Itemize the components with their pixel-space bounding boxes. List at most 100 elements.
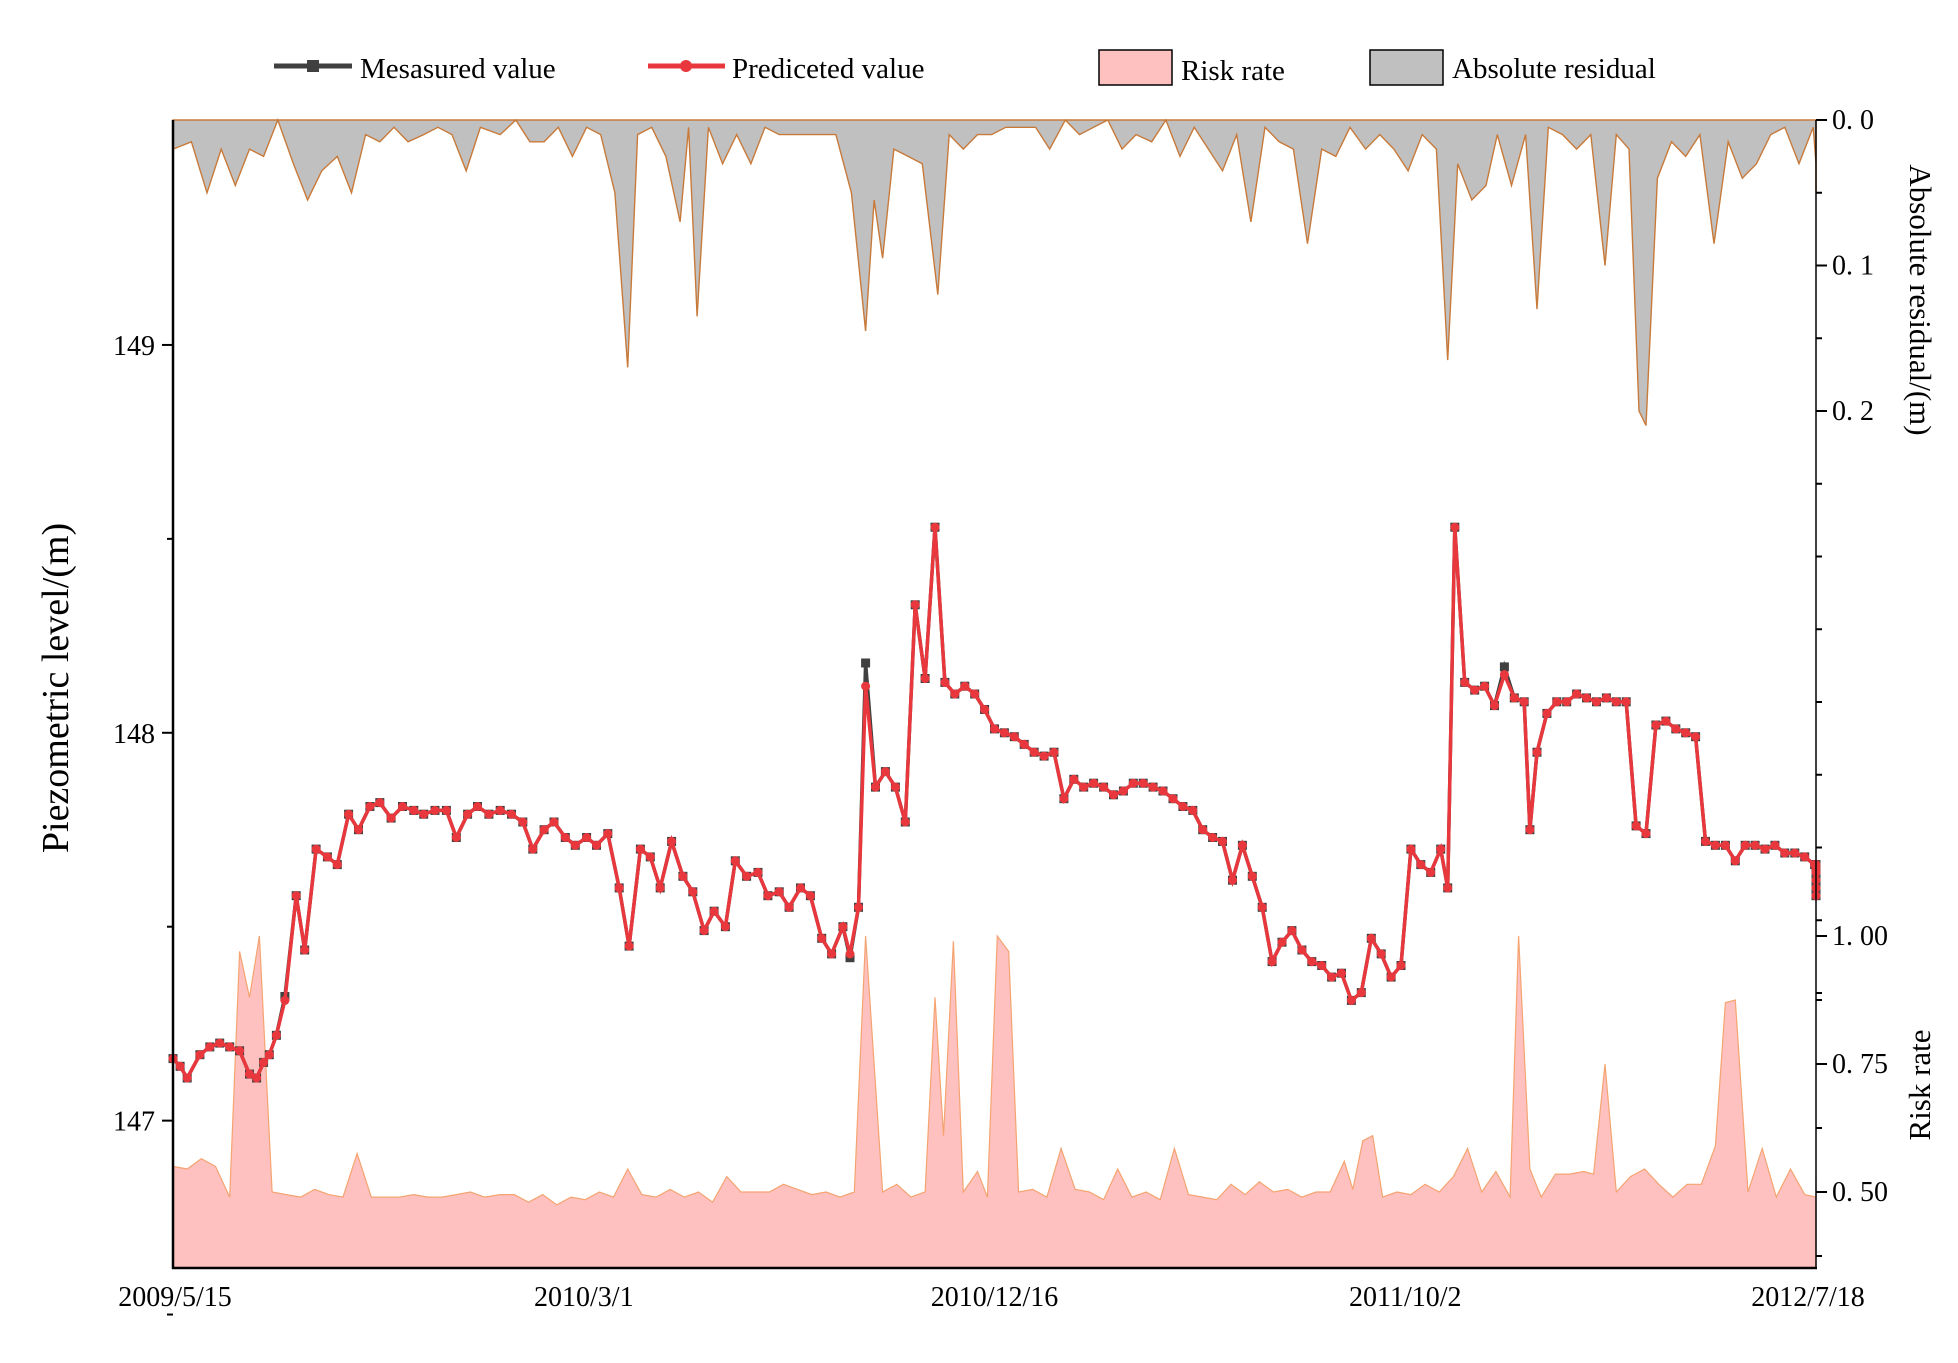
predicted-value-point xyxy=(484,809,494,819)
predicted-value-point xyxy=(430,805,440,815)
predicted-value-point xyxy=(365,802,375,811)
predicted-value-point xyxy=(709,906,719,916)
predicted-value-point xyxy=(1287,926,1297,936)
predicted-value-markers xyxy=(168,522,1821,1083)
predicted-value-point xyxy=(1671,724,1681,734)
predicted-value-point xyxy=(699,926,709,936)
predicted-value-point xyxy=(235,1046,245,1056)
legend-risk-swatch-icon xyxy=(1098,49,1173,86)
predicted-value-point xyxy=(451,833,461,842)
residual-tick-label: 0. 0 xyxy=(1832,105,1874,136)
predicted-value-point xyxy=(999,728,1009,738)
predicted-value-point xyxy=(990,724,999,734)
predicted-value-point xyxy=(1386,972,1396,982)
predicted-value-point xyxy=(1396,961,1406,970)
predicted-value-point xyxy=(1138,778,1148,788)
predicted-value-point xyxy=(1039,751,1049,761)
legend-item-residual: Absolute residual xyxy=(1369,49,1656,86)
predicted-value-point xyxy=(1019,739,1029,749)
x-tick-labels: 2009/5/15 2010/3/1 2010/12/16 2011/10/2 … xyxy=(118,1282,1865,1313)
predicted-value-point xyxy=(271,1030,281,1040)
predicted-value-point xyxy=(730,856,740,866)
legend-label: Risk rate xyxy=(1181,55,1285,87)
predicted-value-point xyxy=(463,809,473,819)
predicted-value-point xyxy=(1426,867,1436,877)
predicted-value-point xyxy=(1168,794,1178,804)
predicted-value-point xyxy=(1307,957,1317,967)
predicted-value-point xyxy=(375,798,385,808)
predicted-value-point xyxy=(1641,829,1651,839)
predicted-value-point xyxy=(1730,856,1740,866)
predicted-value-point xyxy=(1257,902,1267,912)
predicted-value-point xyxy=(264,1050,274,1060)
legend-label: Prediceted value xyxy=(732,53,924,85)
predicted-value-point xyxy=(1519,697,1529,707)
predicted-value-point xyxy=(1780,848,1790,858)
predicted-value-point xyxy=(1460,677,1470,687)
predicted-value-point xyxy=(871,782,880,792)
predicted-value-point xyxy=(845,949,855,959)
predicted-value-point xyxy=(1532,747,1542,757)
predicted-value-point xyxy=(1790,848,1800,858)
legend: Mesasured value Prediceted value Risk ra… xyxy=(274,49,1656,87)
axis-ticks xyxy=(162,119,1827,1316)
predicted-value-point xyxy=(667,836,677,846)
predicted-value-point xyxy=(409,805,419,815)
x-tick-label: 2009/5/15 xyxy=(118,1282,232,1313)
predicted-value-point xyxy=(344,809,354,819)
x-tick-label: 2011/10/2 xyxy=(1349,1282,1462,1313)
predicted-value-point xyxy=(817,933,827,943)
y-left-axis-label: Piezometric level/(m) xyxy=(35,523,77,853)
legend-label: Mesasured value xyxy=(360,53,556,85)
risk-rate-area xyxy=(172,934,1817,1269)
predicted-value-point xyxy=(1490,701,1499,711)
predicted-value-point xyxy=(688,887,698,897)
predicted-value-point xyxy=(1118,786,1128,796)
measured-value-point xyxy=(861,658,871,668)
predicted-value-point xyxy=(910,600,920,610)
predicted-value-point xyxy=(1631,821,1641,831)
predicted-value-point xyxy=(195,1050,205,1060)
x-tick-label: 2010/3/1 xyxy=(534,1282,634,1313)
predicted-value-point xyxy=(1542,708,1552,718)
predicted-value-point xyxy=(1297,945,1307,955)
predicted-value-line xyxy=(171,527,1818,1082)
predicted-value-point xyxy=(1267,957,1277,967)
predicted-value-point xyxy=(614,883,624,893)
predicted-value-point xyxy=(1443,883,1453,893)
predicted-value-point xyxy=(245,1069,254,1079)
predicted-value-point xyxy=(930,522,940,532)
predicted-value-point xyxy=(1525,825,1535,835)
predicted-value-point xyxy=(1601,693,1611,703)
predicted-value-point xyxy=(900,817,910,827)
residual-tick-label: 0. 1 xyxy=(1832,251,1874,282)
predicted-value-point xyxy=(473,802,482,811)
legend-item-risk: Risk rate xyxy=(1098,49,1285,87)
y-right-residual-tick-labels: 0. 0 0. 1 0. 2 xyxy=(1832,105,1874,427)
predicted-value-point xyxy=(1621,697,1631,707)
predicted-value-point xyxy=(300,945,310,955)
predicted-value-point xyxy=(291,891,301,901)
predicted-value-point xyxy=(1346,995,1356,1005)
predicted-value-point xyxy=(1069,774,1079,784)
predicted-value-point xyxy=(1208,833,1218,842)
predicted-value-point xyxy=(592,840,601,850)
predicted-value-point xyxy=(890,782,900,792)
predicted-value-point xyxy=(1470,685,1480,695)
predicted-value-point xyxy=(419,809,429,819)
predicted-value-point xyxy=(1480,681,1490,691)
predicted-value-point xyxy=(560,833,570,842)
predicted-value-point xyxy=(838,922,848,932)
predicted-value-point xyxy=(1740,840,1750,850)
predicted-value-point xyxy=(753,867,763,877)
predicted-value-point xyxy=(1710,840,1720,850)
y-right-risk-tick-labels: 1. 00 0. 75 0. 50 xyxy=(1832,921,1888,1208)
predicted-value-point xyxy=(980,705,990,714)
predicted-value-point xyxy=(182,1073,192,1083)
predicted-value-point xyxy=(280,995,290,1005)
predicted-value-point xyxy=(1188,805,1198,815)
y-left-tick-label: 148 xyxy=(113,719,155,750)
plot-frame xyxy=(171,120,1817,1270)
risk-tick-label: 1. 00 xyxy=(1832,921,1888,952)
